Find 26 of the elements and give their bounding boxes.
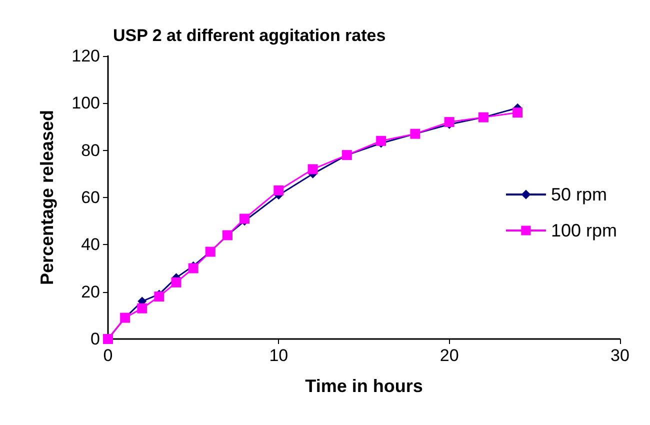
y-tick-label: 40 (81, 235, 100, 254)
y-tick-label: 80 (81, 140, 100, 160)
legend-label: 100 rpm (550, 220, 618, 240)
point (137, 303, 148, 314)
y-tick-label: 60 (81, 188, 100, 207)
chart-title: USP 2 at different aggitation rates (113, 26, 386, 45)
point (308, 164, 318, 174)
x-axis-title: Time in hours (305, 376, 423, 396)
point (444, 117, 454, 128)
point (274, 185, 284, 196)
point (154, 292, 164, 302)
y-tick-label: 20 (81, 282, 100, 302)
point (376, 136, 386, 146)
point (171, 277, 182, 288)
y-tick-label: 0 (90, 330, 100, 348)
y-tick-label: 100 (72, 94, 100, 113)
x-tick-label: 30 (610, 346, 630, 365)
point (188, 263, 198, 274)
y-axis-title: Percentage released (37, 110, 57, 286)
x-tick-label: 10 (269, 346, 288, 365)
x-tick-label: 0 (103, 346, 113, 365)
point (240, 214, 250, 224)
legend-label: 50 rpm (550, 184, 607, 204)
point (512, 108, 523, 118)
x-tick-label: 20 (440, 346, 459, 365)
y-tick-label: 120 (72, 46, 100, 66)
